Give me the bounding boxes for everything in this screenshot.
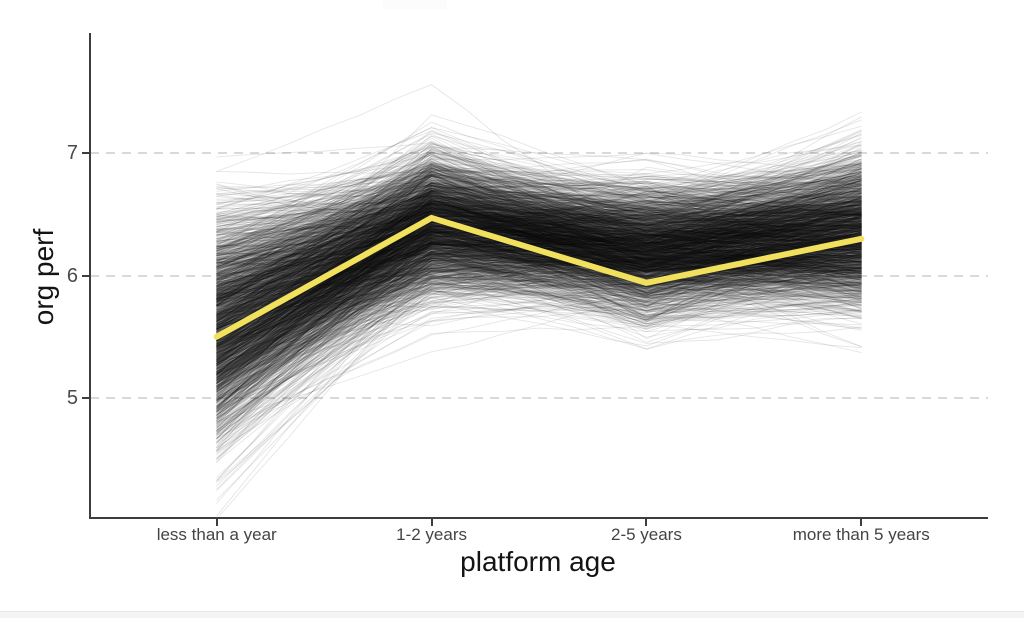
x-tick-label-less-than-a-year: less than a year — [156, 525, 277, 544]
x-axis-line — [89, 517, 988, 519]
x-axis-title: platform age — [460, 546, 616, 577]
spaghetti-plot-canvas — [90, 33, 988, 518]
x-tick-label-2-5-years: 2-5 years — [610, 525, 682, 544]
x-tick-label-1-2-years: 1-2 years — [396, 525, 467, 544]
image-artifact — [383, 0, 447, 9]
footer-strip — [0, 611, 1024, 618]
x-tick-1-2-years — [430, 519, 433, 526]
y-tick-label-6: 6 — [66, 264, 78, 287]
x-tick-more-than-5-years — [860, 519, 863, 526]
x-tick-2-5-years — [645, 519, 648, 526]
y-tick-6 — [82, 274, 89, 277]
y-axis-line — [89, 33, 91, 519]
y-axis-title: org perf — [28, 228, 59, 326]
y-tick-5 — [82, 396, 89, 399]
x-tick-less-than-a-year — [215, 519, 218, 526]
y-tick-label-5: 5 — [66, 386, 78, 409]
y-tick-7 — [82, 152, 89, 155]
x-tick-label-more-than-5-years: more than 5 years — [792, 525, 930, 544]
y-tick-label-7: 7 — [66, 142, 78, 165]
